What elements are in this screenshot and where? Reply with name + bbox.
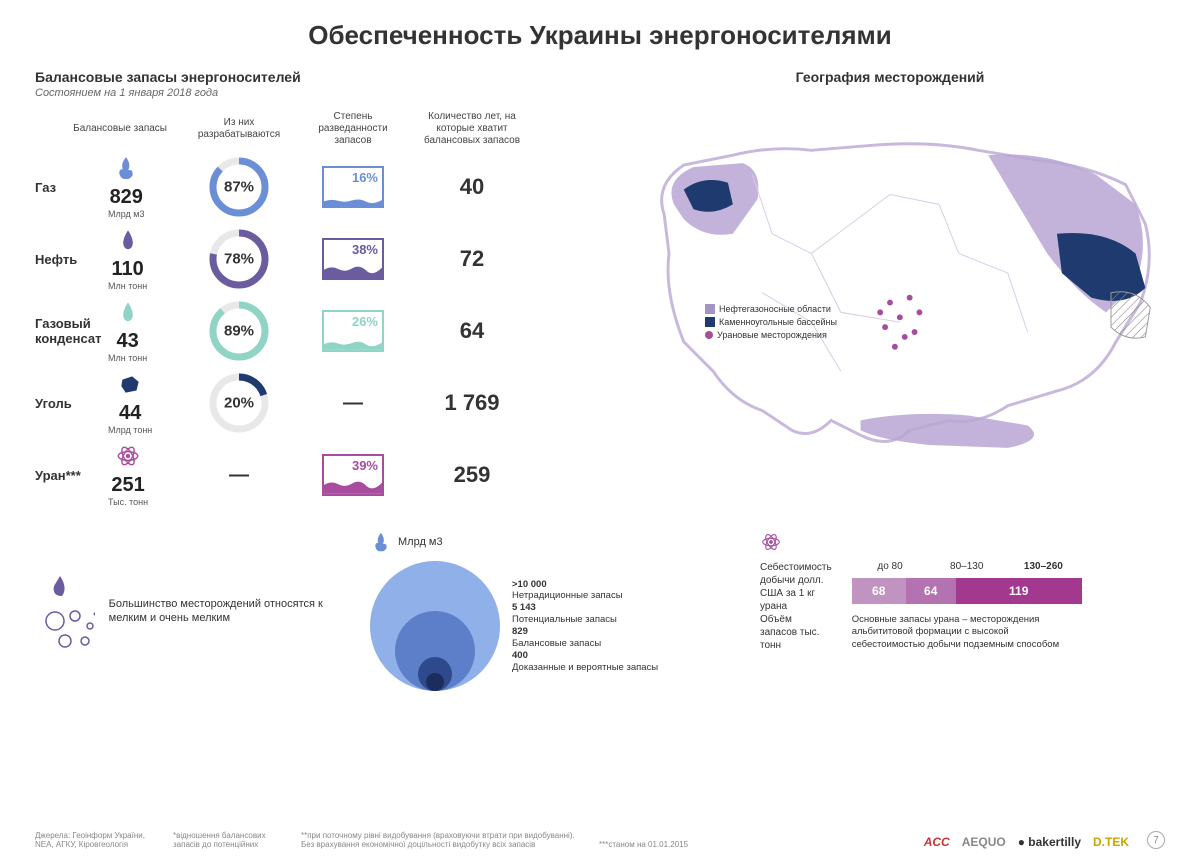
bottom-section: Большинство месторождений относятся к ме… <box>35 531 1165 691</box>
gas-nested-circles <box>370 561 500 691</box>
map-legend: Нефтегазоносные области Каменноугольные б… <box>705 304 837 343</box>
uranium-segment: 119 <box>956 578 1082 604</box>
uranium-line1: Себестоимость добычи долл. США за 1 кг у… <box>760 561 832 613</box>
legend-item: Нефтегазоносные области <box>705 304 837 314</box>
uranium-cost-block: Себестоимость добычи долл. США за 1 кг у… <box>760 531 1080 691</box>
gas-ring-label: 829Балансовые запасы <box>512 626 658 650</box>
reserves-subtitle: Балансовые запасы энергоносителей <box>35 69 595 85</box>
map-hatched <box>1111 292 1150 338</box>
footer-note2: **при поточному рівні видобування (врахо… <box>301 831 581 849</box>
gas-ring <box>426 673 444 691</box>
reserves-panel: Балансовые запасы энергоносителей Состоя… <box>35 69 595 507</box>
page-number: 7 <box>1147 831 1165 849</box>
resource-row-Уран***: Уран*** 251 Тыс. тонн <box>35 443 175 507</box>
legend-item: Урановые месторождения <box>705 330 837 340</box>
explore-Уран***: 39% <box>322 454 384 496</box>
uranium-line2: Объём запасов тыс. тонн <box>760 613 832 652</box>
reserves-grid: Балансовые запасы Из них разрабатываются… <box>35 111 595 507</box>
logo-bakertilly: ● bakertilly <box>1018 835 1081 849</box>
drop-icon <box>115 227 141 253</box>
explore-Газ: 16% <box>322 166 384 208</box>
coal-icon <box>117 371 143 397</box>
gas-ring-label: 5 143Потенциальные запасы <box>512 602 658 626</box>
logo-AEQUO: AEQUO <box>962 835 1006 849</box>
geography-panel: География месторождений <box>615 69 1165 507</box>
logo-DTEK: D.TEK <box>1093 835 1129 849</box>
footer-note1: *відношення балансових запасів до потенц… <box>173 831 283 849</box>
donut-dash: — <box>189 464 289 487</box>
atom-icon <box>760 531 782 553</box>
legend-item: Каменноугольные бассейны <box>705 317 837 327</box>
resource-row-Уголь: Уголь 44 Млрд тонн <box>35 371 175 435</box>
years-Газовый конденсат: 64 <box>417 318 527 344</box>
uranium-range: 80–130 <box>928 561 1005 572</box>
drop-spread-icon <box>40 566 95 656</box>
explore-Нефть: 38% <box>322 238 384 280</box>
resource-row-Нефть: Нефть 110 Млн тонн <box>35 227 175 291</box>
geography-title: География месторождений <box>615 69 1165 85</box>
uranium-ranges: до 8080–130130–260 <box>852 561 1082 572</box>
gas-ring-label: >10 000Нетрадиционные запасы <box>512 579 658 603</box>
flame-icon <box>370 531 392 553</box>
donut-Газовый конденсат: 89% <box>207 299 271 363</box>
donut-Газ: 87% <box>207 155 271 219</box>
uranium-range: до 80 <box>852 561 929 572</box>
explore-dash: — <box>303 392 403 415</box>
oil-deposits-block: Большинство месторождений относятся к ме… <box>40 531 340 691</box>
drop-light-icon <box>115 299 141 325</box>
gas-reserves-block: Млрд м3 >10 000Нетрадиционные запасы5 14… <box>370 531 730 691</box>
page-title: Обеспеченность Украины энергоносителями <box>35 20 1165 51</box>
uranium-segment: 68 <box>852 578 906 604</box>
footer-logos: ACC AEQUO ● bakertilly D.TEK <box>924 835 1129 849</box>
reserves-date: Состоянием на 1 января 2018 года <box>35 87 595 99</box>
explore-Газовый конденсат: 26% <box>322 310 384 352</box>
resource-row-Газовый конденсат: Газовый конденсат 43 Млн тонн <box>35 299 175 363</box>
resource-row-Газ: Газ 829 Млрд м3 <box>35 155 175 219</box>
uranium-note: Основные запасы урана – месторождения ал… <box>852 614 1062 651</box>
donut-Уголь: 20% <box>207 371 271 435</box>
logo-ACC: ACC <box>924 835 950 849</box>
uranium-bar: 6864119 <box>852 578 1082 604</box>
years-Нефть: 72 <box>417 246 527 272</box>
years-Газ: 40 <box>417 174 527 200</box>
ukraine-map: Нефтегазоносные области Каменноугольные б… <box>615 93 1165 463</box>
donut-Нефть: 78% <box>207 227 271 291</box>
uranium-segment: 64 <box>906 578 956 604</box>
atom-icon <box>115 443 141 469</box>
footer-sources: Джерела: Геоінформ України, NEA, АГКУ, К… <box>35 831 155 849</box>
uranium-range: 130–260 <box>1005 561 1082 572</box>
oil-deposits-text: Большинство месторождений относятся к ме… <box>109 597 340 626</box>
gas-ring-labels: >10 000Нетрадиционные запасы5 143Потенци… <box>512 579 658 674</box>
gas-unit-label: Млрд м3 <box>398 536 443 548</box>
footer-note3: ***станом на 01.01.2015 <box>599 840 709 849</box>
flame-icon <box>113 155 139 181</box>
gas-ring-label: 400Доказанные и вероятные запасы <box>512 650 658 674</box>
footer: Джерела: Геоінформ України, NEA, АГКУ, К… <box>35 831 1165 849</box>
years-Уран***: 259 <box>417 462 527 488</box>
years-Уголь: 1 769 <box>417 390 527 416</box>
